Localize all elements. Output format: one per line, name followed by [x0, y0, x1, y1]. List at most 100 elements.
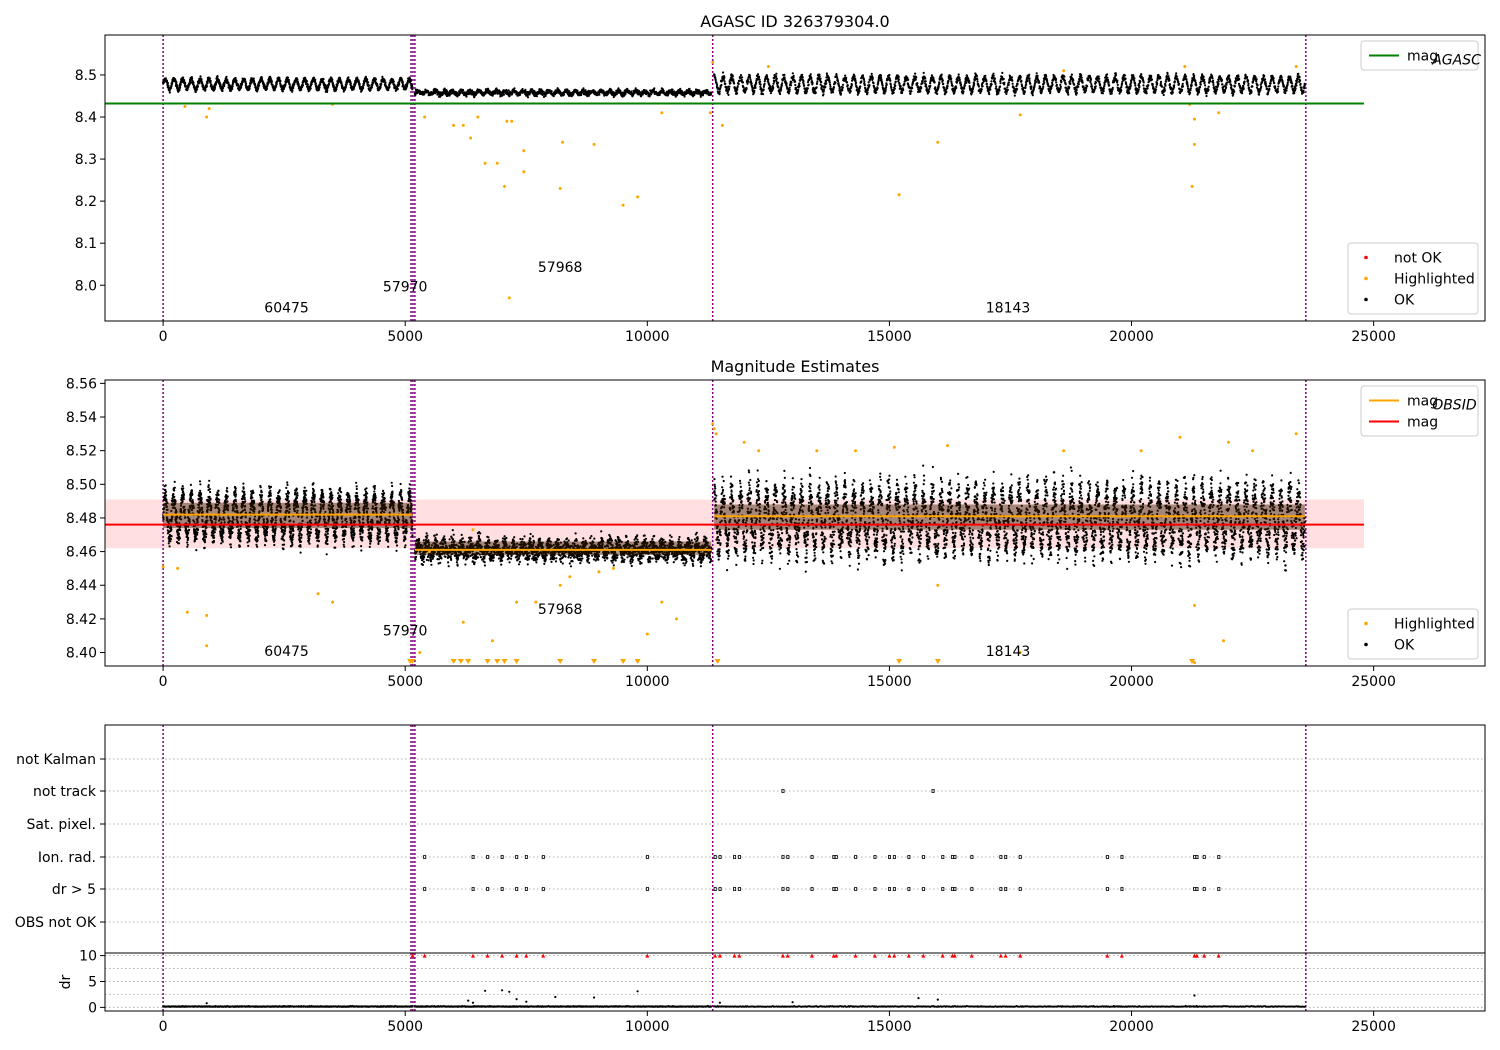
ok-point — [350, 82, 352, 84]
ok-point — [176, 85, 178, 87]
ok-point — [221, 90, 223, 92]
ok-point — [719, 90, 721, 92]
ok-point — [384, 82, 386, 84]
ok-point — [293, 83, 295, 85]
ok-point — [315, 83, 317, 85]
top-magnitude-panel: AGASC ID 326379304.060475579705796818143… — [75, 12, 1485, 345]
ok-point — [298, 83, 300, 85]
ok-point — [359, 83, 361, 85]
ok-point — [241, 83, 243, 85]
ok-point — [755, 82, 757, 84]
ok-point — [332, 82, 334, 84]
ok-point — [406, 85, 408, 87]
ok-point — [715, 79, 717, 81]
ok-point — [749, 76, 751, 78]
ok-point — [754, 87, 756, 89]
ok-point — [741, 79, 743, 81]
ok-point — [607, 93, 609, 95]
ok-point — [216, 75, 218, 77]
ok-point — [197, 86, 199, 88]
ok-point — [372, 82, 374, 84]
ok-point — [758, 76, 760, 78]
ok-point — [192, 82, 194, 84]
ok-point — [732, 75, 734, 77]
ok-point — [368, 84, 370, 86]
ok-point — [167, 85, 169, 87]
ok-point — [371, 86, 373, 88]
ok-point — [375, 78, 377, 80]
ok-point — [331, 79, 333, 81]
ok-point — [206, 85, 208, 87]
ok-point — [319, 86, 321, 88]
ok-point — [384, 79, 386, 81]
ok-point — [306, 80, 308, 82]
ok-point — [167, 82, 169, 84]
ok-point — [270, 77, 272, 79]
ok-point — [740, 74, 742, 76]
ok-point — [729, 82, 731, 84]
ok-point — [719, 93, 721, 95]
ok-point — [249, 88, 251, 90]
ok-point — [737, 85, 739, 87]
ok-point — [245, 83, 247, 85]
ok-point — [728, 86, 730, 88]
ok-point — [296, 79, 298, 81]
ok-point — [363, 84, 365, 86]
ok-point — [749, 74, 751, 76]
ok-point — [292, 87, 294, 89]
ok-point — [235, 80, 237, 82]
ok-point — [749, 78, 751, 80]
ok-point — [235, 77, 237, 79]
ok-point — [268, 81, 270, 83]
ok-point — [180, 84, 182, 86]
ok-point — [258, 84, 260, 86]
ok-point — [322, 78, 324, 80]
ok-point — [380, 83, 382, 85]
ok-point — [196, 88, 198, 90]
ok-point — [184, 82, 186, 84]
ok-point — [465, 96, 467, 98]
ok-point — [727, 94, 729, 96]
ok-point — [462, 90, 464, 92]
ok-point — [398, 83, 400, 85]
ok-point — [288, 79, 290, 81]
ok-point — [347, 76, 349, 78]
ok-point — [741, 76, 743, 78]
ok-point — [366, 78, 368, 80]
ok-point — [760, 83, 762, 85]
ok-point — [402, 81, 404, 83]
ok-point — [580, 94, 582, 96]
ok-point — [747, 81, 749, 83]
ok-point — [536, 95, 538, 97]
ok-point — [206, 82, 208, 84]
ok-point — [219, 83, 221, 85]
ok-point — [397, 88, 399, 90]
ok-point — [210, 80, 212, 82]
ok-point — [707, 91, 709, 93]
ok-point — [387, 89, 389, 91]
ok-point — [276, 83, 278, 85]
ok-point — [759, 79, 761, 81]
ok-point — [722, 71, 724, 73]
ok-point — [310, 87, 312, 89]
ok-point — [393, 81, 395, 83]
ok-point — [209, 77, 211, 79]
ok-point — [736, 92, 738, 94]
ok-point — [724, 83, 726, 85]
ok-point — [407, 83, 409, 85]
ok-point — [253, 80, 255, 82]
ok-point — [225, 76, 227, 78]
ok-point — [738, 83, 740, 85]
ok-point — [279, 80, 281, 82]
ok-point — [716, 84, 718, 86]
ok-point — [551, 90, 553, 92]
ok-point — [282, 90, 284, 92]
ok-point — [710, 92, 712, 94]
ok-point — [170, 87, 172, 89]
ok-point — [519, 94, 521, 96]
ok-point — [503, 94, 505, 96]
figure: AGASC ID 326379304.060475579705796818143… — [0, 0, 1500, 1050]
ok-point — [191, 78, 193, 80]
ok-point — [753, 90, 755, 92]
ok-point — [287, 77, 289, 79]
